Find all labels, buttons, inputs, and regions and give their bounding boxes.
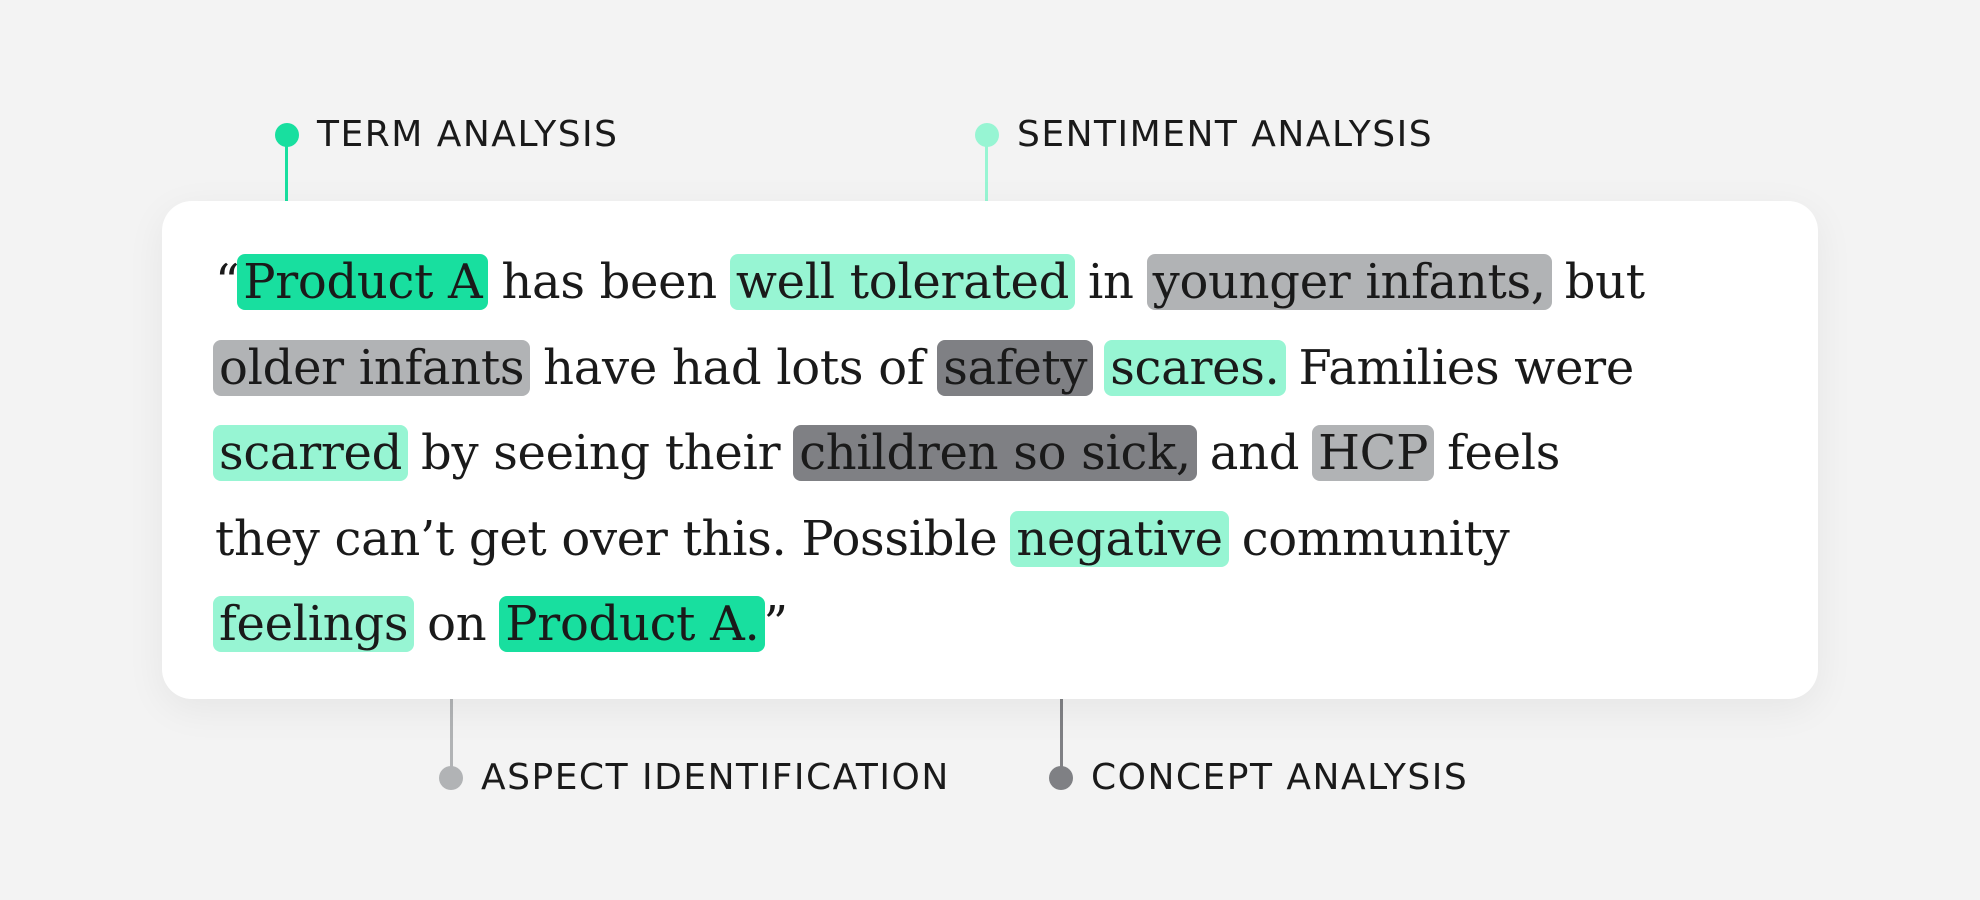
sentiment-highlight-feelings: feelings xyxy=(213,596,415,652)
quote-line-1: “Product A has been well tolerated in yo… xyxy=(215,240,1795,326)
legend-aspect-label: ASPECT IDENTIFICATION xyxy=(481,757,950,798)
sentiment-highlight-scarred: scarred xyxy=(213,425,409,481)
concept-highlight-safety: safety xyxy=(937,339,1094,396)
plain-text: have had lots of xyxy=(528,339,940,396)
legend-sentiment-label: SENTIMENT ANALYSIS xyxy=(1017,114,1434,155)
plain-text: in xyxy=(1073,254,1149,310)
plain-text: on xyxy=(412,596,502,652)
concept-dot-icon xyxy=(1049,765,1073,790)
sentiment-dot-icon xyxy=(975,122,999,147)
plain-text: Families were xyxy=(1283,339,1634,396)
plain-text: community xyxy=(1226,510,1510,567)
legend-sentiment-analysis: SENTIMENT ANALYSIS xyxy=(975,114,1433,155)
legend-term-label: TERM ANALYSIS xyxy=(317,114,619,155)
legend-concept-label: CONCEPT ANALYSIS xyxy=(1091,757,1469,798)
legend-concept-analysis: CONCEPT ANALYSIS xyxy=(1049,757,1468,798)
open-quote: “ xyxy=(215,254,240,310)
plain-text: by seeing their xyxy=(406,425,796,481)
plain-text: but xyxy=(1549,254,1645,310)
close-quote: ” xyxy=(763,596,788,652)
quote-line-4: they can’t get over this. Possible negat… xyxy=(215,497,1795,583)
sentiment-highlight-well-tolerated: well tolerated xyxy=(729,254,1076,310)
aspect-dot-icon xyxy=(439,765,463,790)
legend-aspect-identification: ASPECT IDENTIFICATION xyxy=(439,757,950,798)
quote-line-5: feelings on Product A.” xyxy=(213,582,1795,668)
aspect-highlight-older-infants: older infants xyxy=(213,339,531,396)
annotated-quote: “Product A has been well tolerated in yo… xyxy=(213,240,1795,668)
quote-line-3: scarred by seeing their children so sick… xyxy=(213,411,1795,497)
legend-term-analysis: TERM ANALYSIS xyxy=(275,114,619,155)
plain-text: and xyxy=(1194,425,1315,481)
term-highlight-product-a-end: Product A. xyxy=(499,596,766,652)
plain-text: they can’t get over this. Possible xyxy=(215,510,1013,567)
aspect-highlight-younger-infants: younger infants, xyxy=(1146,254,1552,310)
plain-text: has been xyxy=(486,254,732,310)
term-dot-icon xyxy=(275,122,299,147)
term-highlight-product-a: Product A xyxy=(237,254,489,310)
plain-text: feels xyxy=(1432,425,1561,481)
quote-line-2: older infants have had lots of safety sc… xyxy=(213,326,1795,412)
sentiment-highlight-scares: scares. xyxy=(1104,339,1286,396)
concept-highlight-children-so-sick: children so sick, xyxy=(793,425,1197,481)
aspect-highlight-hcp: HCP xyxy=(1312,425,1435,481)
sentiment-highlight-negative: negative xyxy=(1010,510,1229,567)
